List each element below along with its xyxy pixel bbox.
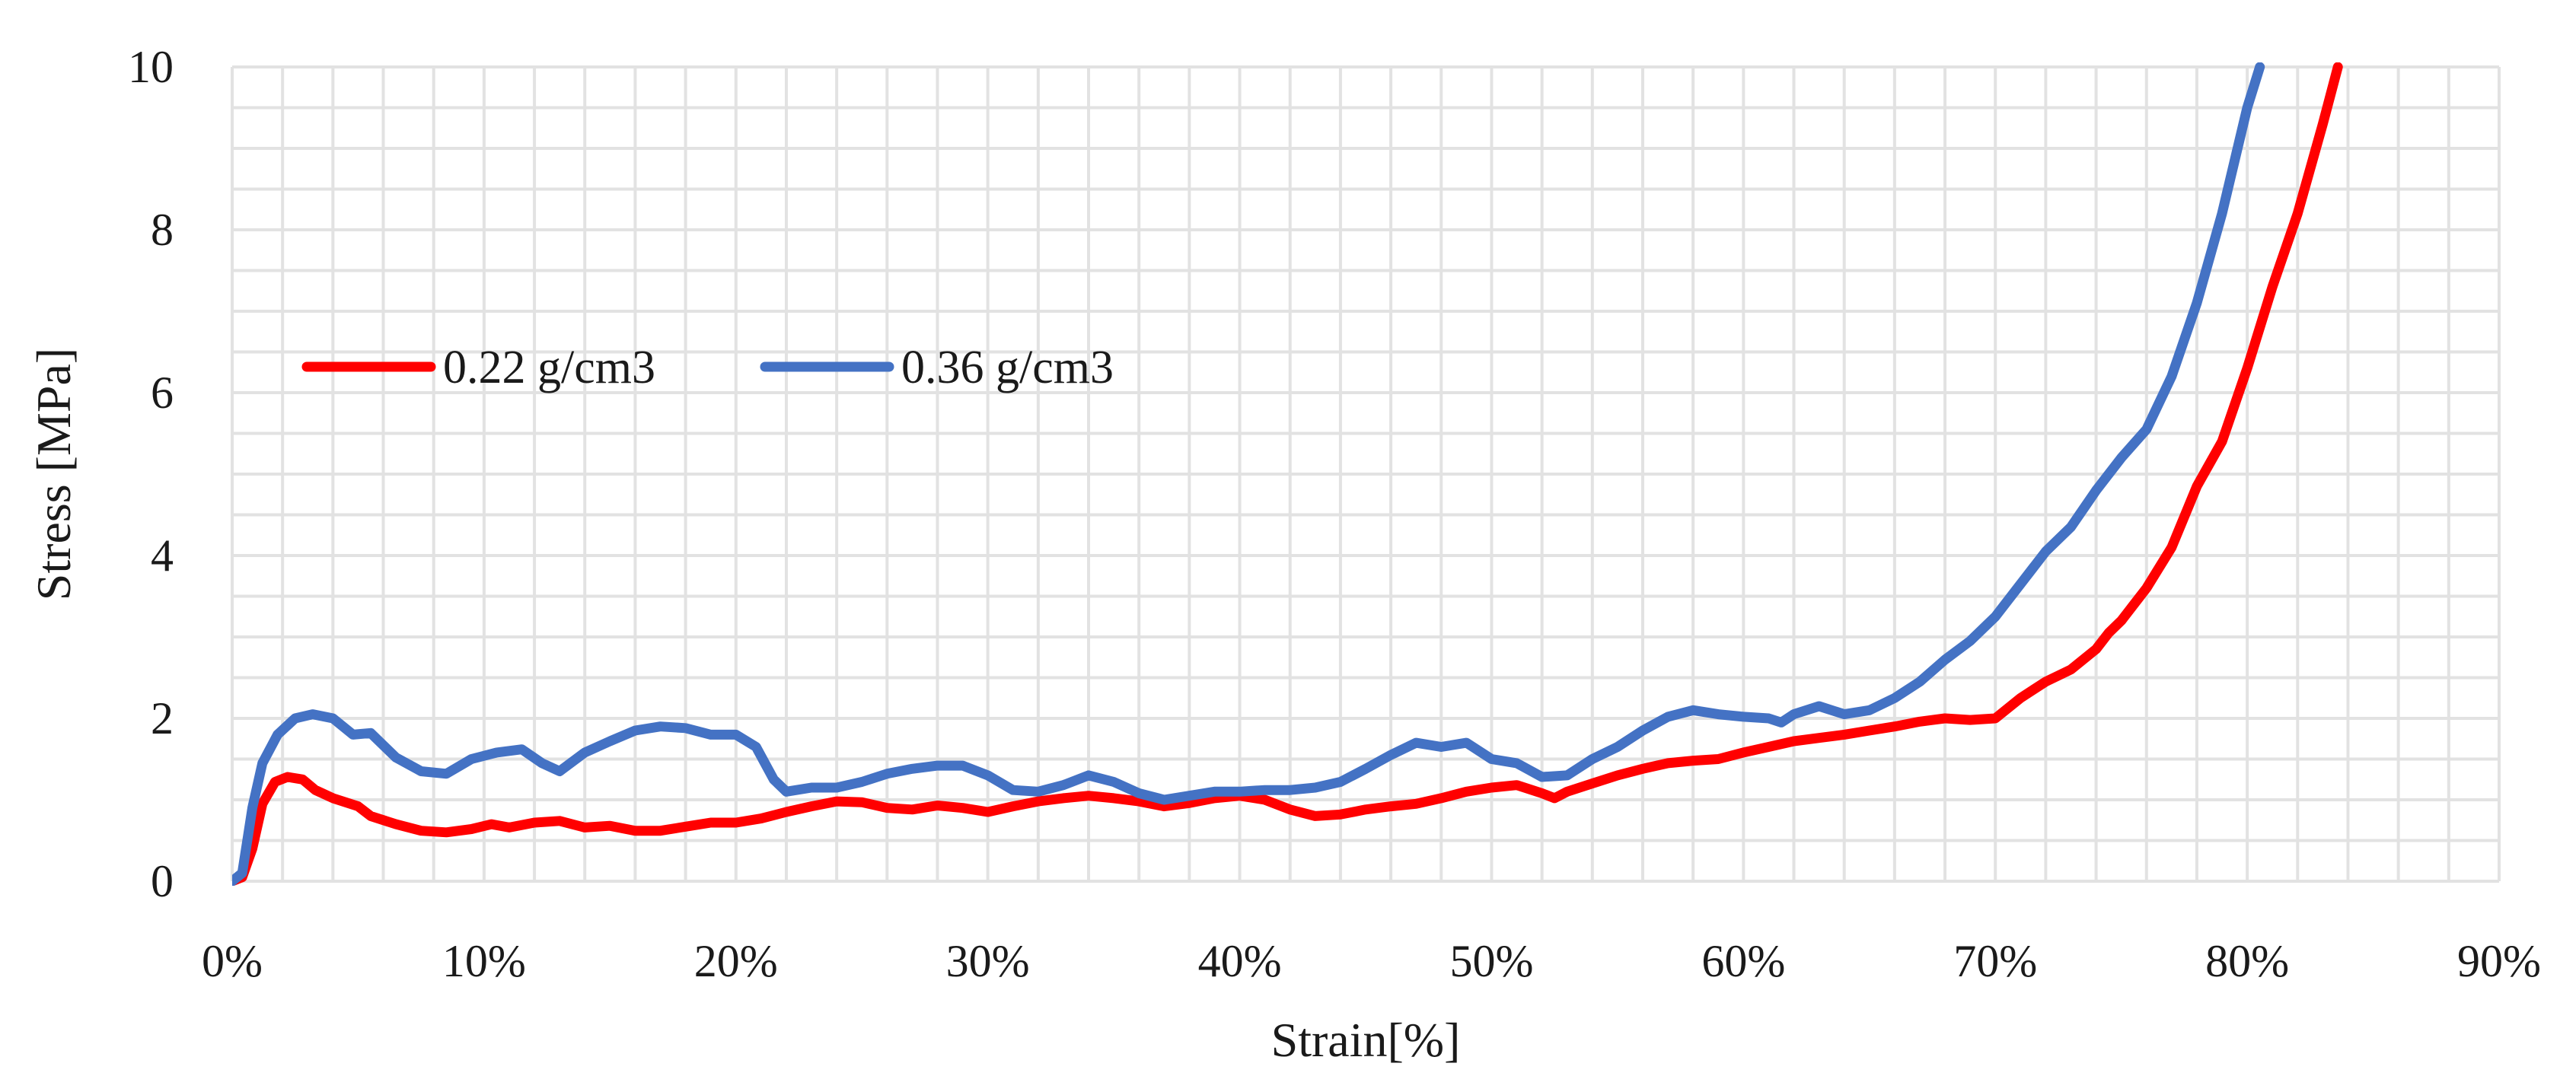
series-line-2 [232,62,2265,886]
y-tick-label: 8 [151,205,174,255]
x-tick-label: 90% [2457,936,2541,986]
y-tick-label: 10 [128,42,174,92]
x-tick-label: 20% [694,936,778,986]
x-tick-label: 70% [1953,936,2037,986]
legend-label-2: 0.36 g/cm3 [901,342,1114,393]
legend: 0.22 g/cm3 0.36 g/cm3 [301,342,1114,393]
x-tick-label: 30% [946,936,1030,986]
x-tick-label: 10% [442,936,526,986]
x-tick-label: 80% [2205,936,2289,986]
y-tick-label: 6 [151,368,174,418]
axes: 0 2 4 6 8 10 0% 10% 20% 30% 40% 50% 60% 70% 80% 90% [128,42,2541,986]
x-tick-label: 50% [1449,936,1533,986]
y-axis-title: Stress [MPa] [27,348,81,600]
series-line-1 [232,62,2343,886]
x-tick-label: 40% [1198,936,1282,986]
y-tick-label: 2 [151,693,174,743]
series-lines [232,62,2343,886]
legend-label-1: 0.22 g/cm3 [443,342,655,393]
y-tick-label: 4 [151,530,174,581]
x-tick-label: 60% [1701,936,1785,986]
x-axis-title: Strain[%] [1271,1013,1461,1067]
y-tick-label: 0 [151,856,174,906]
x-tick-label: 0% [202,936,263,986]
grid [231,65,2501,883]
